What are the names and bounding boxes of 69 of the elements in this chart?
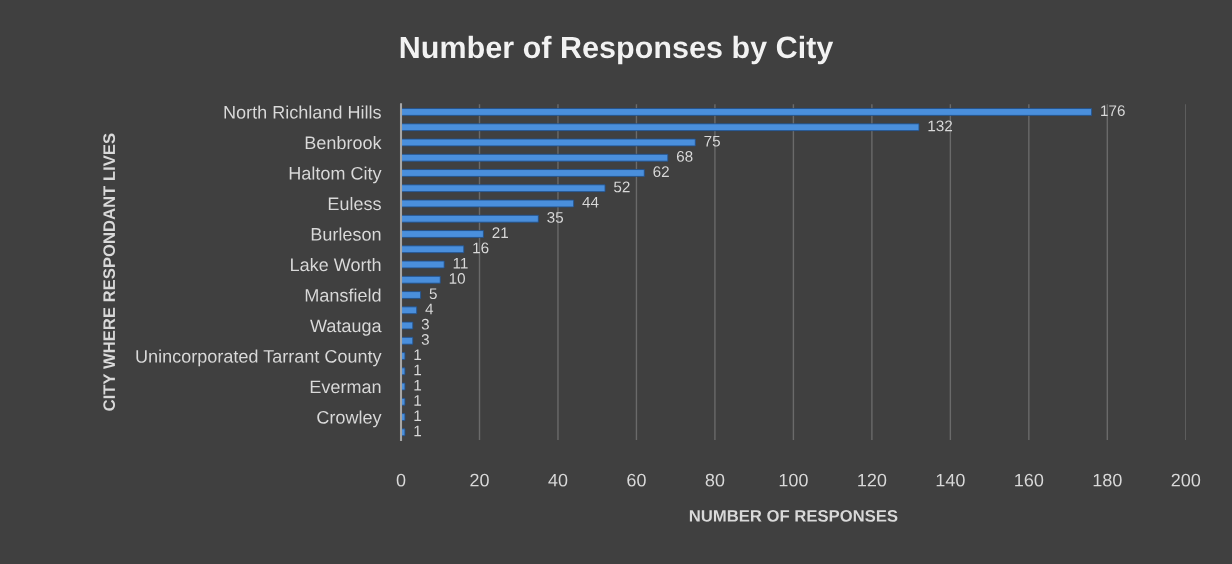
y-tick-label: Everman bbox=[310, 380, 381, 394]
bar bbox=[401, 352, 406, 360]
data-label: 176 bbox=[1101, 105, 1125, 117]
bar bbox=[401, 275, 441, 284]
data-label: 35 bbox=[547, 212, 564, 223]
data-label: 10 bbox=[449, 273, 465, 284]
bar bbox=[401, 214, 539, 223]
data-label: 68 bbox=[676, 151, 693, 162]
data-label: 1 bbox=[414, 410, 422, 421]
chart-title: Number of Responses by City bbox=[400, 35, 834, 65]
data-label: 5 bbox=[429, 288, 437, 300]
data-label: 52 bbox=[614, 181, 630, 193]
bar bbox=[401, 306, 418, 315]
x-tick-label: 140 bbox=[936, 473, 965, 487]
y-tick-label: Euless bbox=[328, 196, 381, 211]
data-label: 3 bbox=[421, 318, 429, 330]
x-tick-label: 180 bbox=[1093, 473, 1122, 487]
bar bbox=[401, 108, 1093, 116]
bar bbox=[401, 199, 575, 208]
x-tick-label: 160 bbox=[1015, 473, 1044, 487]
data-label: 62 bbox=[653, 166, 669, 178]
y-tick-label: North Richland Hills bbox=[224, 105, 381, 119]
data-label: 3 bbox=[421, 334, 429, 345]
bar bbox=[401, 397, 406, 406]
y-axis-title: CITY WHERE RESPONDANT LIVES bbox=[103, 133, 116, 411]
data-label: 75 bbox=[704, 135, 720, 147]
y-tick-label: Mansfield bbox=[305, 288, 381, 302]
y-tick-label: Crowley bbox=[317, 410, 382, 428]
y-tick-label: Unincorporated Tarrant County bbox=[136, 349, 382, 367]
data-label: 16 bbox=[473, 242, 489, 254]
bar bbox=[401, 413, 406, 421]
bar bbox=[401, 367, 406, 376]
x-tick-label: 100 bbox=[779, 473, 808, 487]
bar bbox=[401, 184, 606, 193]
bar bbox=[401, 245, 465, 254]
x-tick-label: 120 bbox=[858, 473, 887, 487]
y-tick-label: Haltom City bbox=[289, 166, 382, 184]
bar bbox=[401, 169, 645, 177]
bar bbox=[401, 153, 669, 162]
data-label: 21 bbox=[492, 227, 508, 238]
data-label: 1 bbox=[414, 425, 422, 437]
bar bbox=[401, 230, 484, 238]
y-tick-label: Lake Worth bbox=[291, 257, 381, 272]
x-tick-label: 40 bbox=[548, 473, 568, 487]
bar bbox=[401, 138, 696, 147]
bar bbox=[401, 291, 422, 299]
data-label: 4 bbox=[425, 303, 434, 315]
data-label: 44 bbox=[582, 196, 599, 208]
data-label: 1 bbox=[414, 349, 422, 360]
y-tick-label: Benbrook bbox=[305, 135, 382, 150]
data-label: 1 bbox=[414, 379, 422, 391]
data-label: 11 bbox=[453, 257, 468, 269]
x-tick-label: 200 bbox=[1171, 473, 1201, 487]
bar bbox=[401, 382, 406, 391]
y-tick-label: Burleson bbox=[311, 227, 381, 241]
x-axis-title: NUMBER OF RESPONSES bbox=[689, 509, 898, 522]
bar bbox=[401, 336, 414, 345]
data-label: 1 bbox=[414, 364, 422, 376]
data-label: 132 bbox=[928, 120, 953, 132]
bar bbox=[401, 123, 920, 132]
x-tick-label: 80 bbox=[705, 473, 725, 487]
x-tick-label: 0 bbox=[396, 473, 406, 487]
x-tick-label: 20 bbox=[470, 473, 489, 487]
bar bbox=[401, 260, 445, 269]
data-label: 1 bbox=[414, 395, 422, 406]
bar bbox=[401, 321, 414, 330]
bar bbox=[401, 428, 406, 437]
y-tick-label: Watauga bbox=[310, 319, 382, 336]
x-tick-label: 60 bbox=[627, 473, 646, 487]
